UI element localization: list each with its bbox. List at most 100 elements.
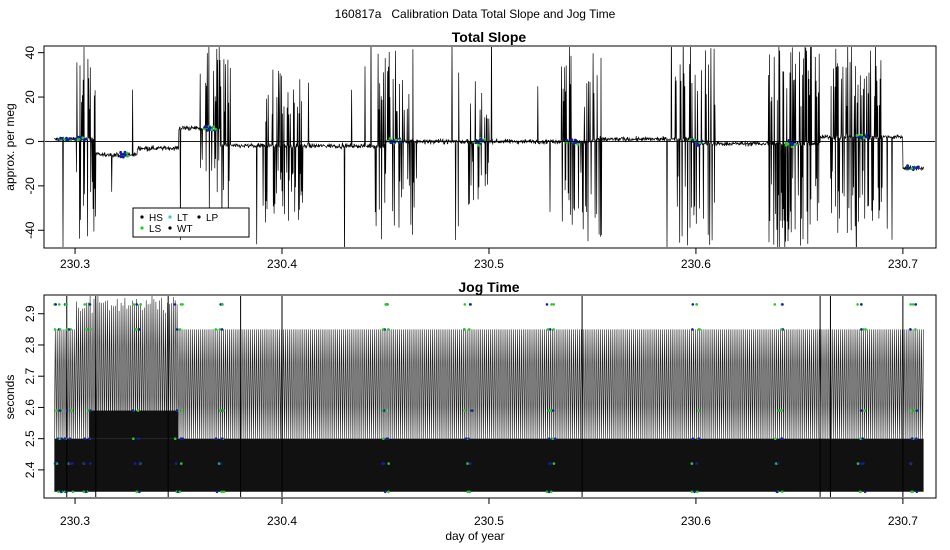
jog-time-point	[220, 328, 224, 331]
jog-time-point	[86, 409, 90, 412]
jog-time-point	[468, 490, 471, 494]
jog-time-point	[547, 409, 550, 412]
jog-time-point	[913, 409, 916, 412]
jog-time-point	[82, 490, 85, 494]
calibration-point	[695, 144, 699, 147]
legend-label-ls: LS	[149, 224, 162, 235]
jog-time-point	[910, 409, 913, 412]
jog-time-point	[549, 409, 552, 412]
x-tick-label: 230.3	[60, 257, 90, 271]
jog-time-point	[65, 409, 69, 412]
jog-time-point	[695, 462, 699, 465]
jog-time-point	[464, 437, 468, 441]
legend-label-wt: WT	[177, 224, 193, 235]
jog-time-point	[780, 328, 783, 331]
jog-time-point	[470, 409, 474, 412]
calibration-point	[693, 138, 697, 142]
calibration-point	[388, 137, 392, 140]
legend-marker-ls	[140, 226, 144, 230]
x-tick-label: 230.6	[681, 257, 711, 271]
total-slope-title: Total Slope	[452, 29, 527, 45]
jog-time-point	[690, 462, 694, 465]
jog-time-point	[64, 303, 68, 306]
jog-time-point	[864, 328, 867, 331]
jog-time-line	[54, 296, 924, 439]
jog-time-point	[180, 462, 183, 465]
calibration-point	[66, 138, 70, 142]
jog-time-point	[218, 328, 222, 331]
calibration-point	[906, 164, 909, 168]
jog-time-point	[65, 490, 68, 494]
x-tick-label: 230.4	[267, 514, 297, 528]
jog-time-point	[139, 303, 142, 306]
jog-time-point	[54, 303, 57, 306]
y-tick-label: 2.6	[23, 399, 37, 416]
y-tick-label: 2.5	[23, 430, 37, 447]
jog-time-point	[691, 303, 695, 306]
legend-label-lt: LT	[177, 213, 188, 224]
jog-time-point	[550, 490, 553, 494]
jog-time-point	[551, 437, 554, 441]
jog-time-point	[68, 437, 72, 441]
jog-time-point	[862, 462, 865, 465]
calibration-point	[790, 145, 794, 149]
jog-time-point	[89, 328, 92, 331]
calibration-point	[689, 138, 692, 142]
calibration-point	[214, 127, 217, 131]
jog-time-point	[695, 490, 699, 494]
calibration-point	[81, 136, 85, 140]
jog-time-point	[912, 303, 915, 306]
jog-time-point	[549, 462, 552, 465]
jog-time-point	[219, 462, 223, 465]
jog-time-point	[134, 462, 137, 465]
calibration-point	[865, 135, 869, 139]
jog-time-point	[222, 409, 225, 412]
y-tick-label: 0	[23, 138, 37, 145]
y-tick-label: 20	[23, 90, 37, 104]
jog-time-point	[69, 328, 72, 331]
jog-time-point	[219, 409, 222, 412]
calibration-point	[389, 141, 393, 145]
jog-time-point	[180, 409, 184, 412]
jog-time-point	[173, 303, 177, 306]
jog-time-point	[862, 328, 865, 331]
jog-time-point	[222, 490, 226, 494]
jog-time-point	[551, 409, 555, 412]
jog-time-point	[552, 328, 555, 331]
jog-time-point	[67, 328, 71, 331]
jog-time-y-axis: 2.4 2.5 2.6 2.7 2.8 2.9	[23, 305, 44, 478]
calibration-point	[793, 143, 797, 146]
jog-time-x-label: day of year	[445, 529, 504, 543]
jog-time-panel: Jog Time seconds day of year 230.3 230.4 2…	[3, 279, 937, 543]
jog-time-point	[859, 437, 862, 441]
jog-time-point	[84, 490, 88, 494]
jog-time-point	[909, 462, 913, 465]
jog-time-point	[914, 303, 918, 306]
calibration-point	[203, 127, 206, 131]
jog-time-point	[775, 462, 778, 465]
jog-time-point	[89, 409, 92, 412]
calibration-point	[905, 166, 909, 170]
jog-time-point	[65, 328, 69, 331]
jog-time-title: Jog Time	[458, 279, 519, 295]
jog-time-point	[466, 462, 469, 465]
jog-time-point	[214, 328, 218, 331]
jog-time-point	[775, 490, 779, 494]
calibration-point	[862, 136, 866, 140]
jog-time-point	[469, 462, 472, 465]
total-slope-x-axis: 230.3 230.4 230.5 230.6 230.7	[60, 248, 918, 271]
jog-time-point	[383, 409, 386, 412]
calibration-point	[123, 150, 127, 154]
jog-time-point	[55, 409, 58, 412]
jog-time-point	[58, 437, 62, 441]
jog-time-point	[552, 303, 555, 306]
jog-time-point	[60, 437, 63, 441]
y-tick-label: 2.4	[23, 461, 37, 478]
jog-time-point	[85, 328, 88, 331]
jog-time-point	[863, 490, 867, 494]
jog-time-point	[690, 490, 694, 494]
jog-time-point	[137, 437, 140, 441]
jog-time-point	[909, 328, 912, 331]
jog-time-point	[780, 437, 783, 441]
calibration-point	[576, 142, 580, 146]
